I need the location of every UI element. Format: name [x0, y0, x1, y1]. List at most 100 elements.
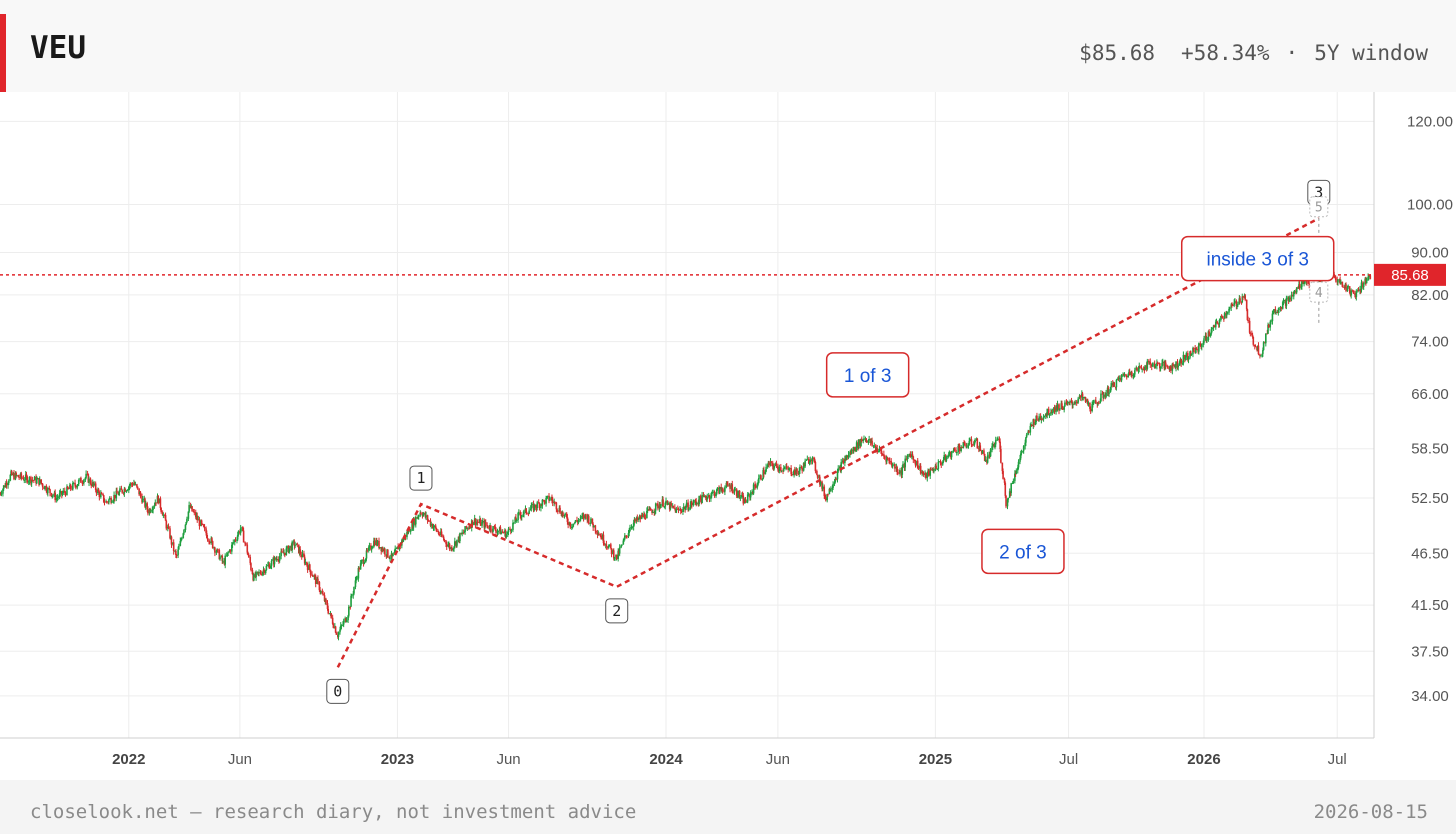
- candle-body: [363, 561, 366, 564]
- candle-body: [23, 479, 26, 481]
- candle-body: [93, 483, 96, 486]
- candle-body: [381, 548, 384, 552]
- candle-body: [67, 488, 70, 490]
- candle-body: [1012, 480, 1015, 484]
- candle-body: [1156, 362, 1159, 364]
- price-change: +58.34%: [1181, 41, 1270, 65]
- candle-body: [245, 542, 247, 545]
- candle-body: [913, 459, 916, 462]
- x-tick-label: 2024: [649, 751, 683, 768]
- candle-body: [1128, 371, 1131, 376]
- candle-body: [536, 502, 539, 509]
- candle-body: [1028, 431, 1030, 433]
- candle-body: [1242, 296, 1244, 298]
- candle-body: [506, 531, 509, 535]
- candle-body: [74, 482, 76, 486]
- candle-body: [644, 518, 647, 520]
- candle-body: [339, 629, 341, 633]
- candle-body: [540, 504, 542, 508]
- candle-body: [15, 472, 17, 476]
- candle-body: [247, 555, 250, 558]
- candle-body: [855, 442, 858, 451]
- candle-body: [907, 455, 909, 457]
- candle-body: [688, 509, 690, 511]
- candle-body: [1292, 293, 1295, 297]
- candle-body: [435, 527, 438, 532]
- candle-body: [314, 576, 317, 584]
- candle-body: [1226, 312, 1229, 314]
- candle-body: [706, 496, 709, 500]
- candle-body: [473, 522, 475, 526]
- candle-body: [939, 461, 942, 464]
- candle-body: [1354, 293, 1356, 295]
- candle-body: [523, 510, 525, 515]
- candle-body: [119, 488, 121, 492]
- candle-body: [649, 508, 652, 511]
- candle-body: [63, 490, 66, 493]
- candle-body: [242, 526, 244, 531]
- candle-body: [527, 513, 530, 515]
- candle-body: [1319, 280, 1322, 283]
- candle-body: [124, 488, 126, 492]
- candle-body: [184, 524, 187, 530]
- candle-body: [548, 495, 550, 501]
- candle-body: [916, 460, 919, 469]
- candle-body: [356, 578, 358, 580]
- candle-body: [938, 461, 940, 463]
- candle-body: [809, 459, 812, 463]
- candle-body: [233, 539, 236, 543]
- candle-body: [603, 543, 606, 545]
- candle-body: [948, 451, 951, 456]
- candle-body: [901, 467, 904, 475]
- candle-body: [347, 615, 349, 621]
- candle-body: [623, 538, 625, 541]
- candle-body: [1001, 462, 1004, 472]
- candle-body: [720, 487, 723, 490]
- candle-body: [664, 502, 667, 507]
- candle-body: [98, 491, 101, 498]
- candle-body: [1110, 383, 1113, 387]
- candle-body: [285, 548, 288, 556]
- candle-body: [1261, 353, 1263, 356]
- candle-body: [525, 508, 527, 514]
- candle-body: [260, 573, 263, 575]
- candle-body: [278, 560, 280, 562]
- candle-body: [1051, 411, 1054, 413]
- candle-body: [221, 555, 224, 562]
- candle-body: [942, 459, 945, 462]
- candle-body: [823, 486, 826, 496]
- candle-body: [762, 470, 764, 479]
- candle-body: [531, 503, 533, 505]
- candle-body: [373, 540, 376, 546]
- candle-body: [819, 481, 822, 485]
- candle-body: [496, 531, 499, 533]
- candle-body: [72, 482, 74, 490]
- accent-bar: [0, 14, 6, 92]
- candle-body: [159, 498, 162, 508]
- candle-body: [87, 474, 90, 483]
- candle-body: [5, 482, 8, 486]
- candle-body: [82, 482, 84, 484]
- candle-body: [151, 509, 154, 511]
- candle-body: [160, 507, 162, 513]
- candle-body: [8, 480, 10, 483]
- candle-body: [543, 500, 546, 504]
- candle-body: [422, 514, 424, 517]
- candle-body: [1236, 305, 1238, 307]
- candle-body: [1257, 345, 1260, 355]
- candle-body: [327, 608, 330, 614]
- candle-body: [397, 546, 399, 550]
- candle-body: [679, 509, 682, 511]
- candle-body: [402, 538, 405, 542]
- candle-body: [964, 442, 966, 446]
- candle-body: [21, 477, 23, 479]
- candle-body: [103, 501, 106, 503]
- candle-body: [1143, 370, 1146, 372]
- candle-body: [1075, 401, 1078, 403]
- candle-body: [494, 526, 497, 531]
- candle-body: [528, 510, 530, 514]
- candle-body: [1206, 339, 1208, 341]
- candle-body: [355, 578, 357, 581]
- candle-body: [574, 520, 577, 523]
- candle-body: [1086, 399, 1089, 404]
